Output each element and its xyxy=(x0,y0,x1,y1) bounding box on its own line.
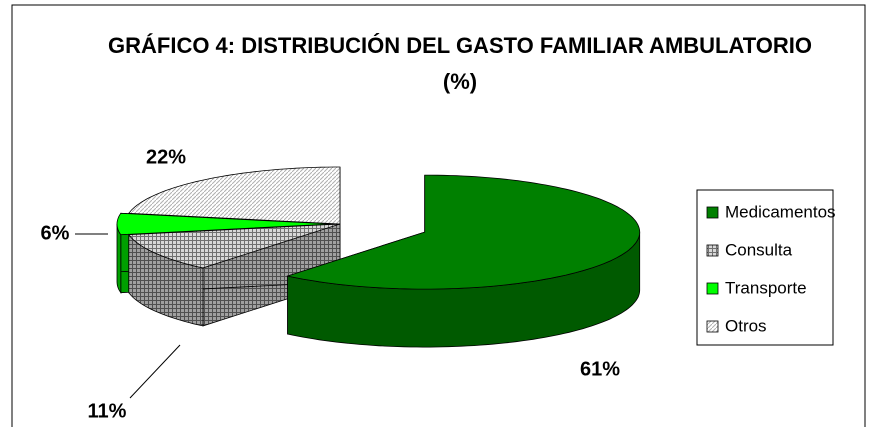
data-label: 61% xyxy=(580,358,620,380)
legend-box xyxy=(696,189,834,346)
legend-swatch xyxy=(706,244,719,257)
pie-slice xyxy=(286,174,641,290)
chart-title: GRÁFICO 4: DISTRIBUCIÓN DEL GASTO FAMILI… xyxy=(108,33,812,94)
data-label: 11% xyxy=(88,400,127,422)
pie-slice xyxy=(127,166,341,225)
legend-swatch xyxy=(706,282,719,295)
data-label: 6% xyxy=(41,222,70,244)
pie-slice xyxy=(127,223,341,269)
pie-slice xyxy=(116,212,333,236)
legend-label: Consulta xyxy=(725,240,793,259)
frame xyxy=(11,4,866,427)
data-label: 22% xyxy=(146,146,186,168)
legend-label: Medicamentos xyxy=(725,202,836,221)
legend-swatch xyxy=(706,320,719,333)
legend-swatch xyxy=(706,206,719,219)
leader-line xyxy=(129,344,181,399)
legend-label: Otros xyxy=(725,316,767,335)
legend-label: Transporte xyxy=(725,278,807,297)
